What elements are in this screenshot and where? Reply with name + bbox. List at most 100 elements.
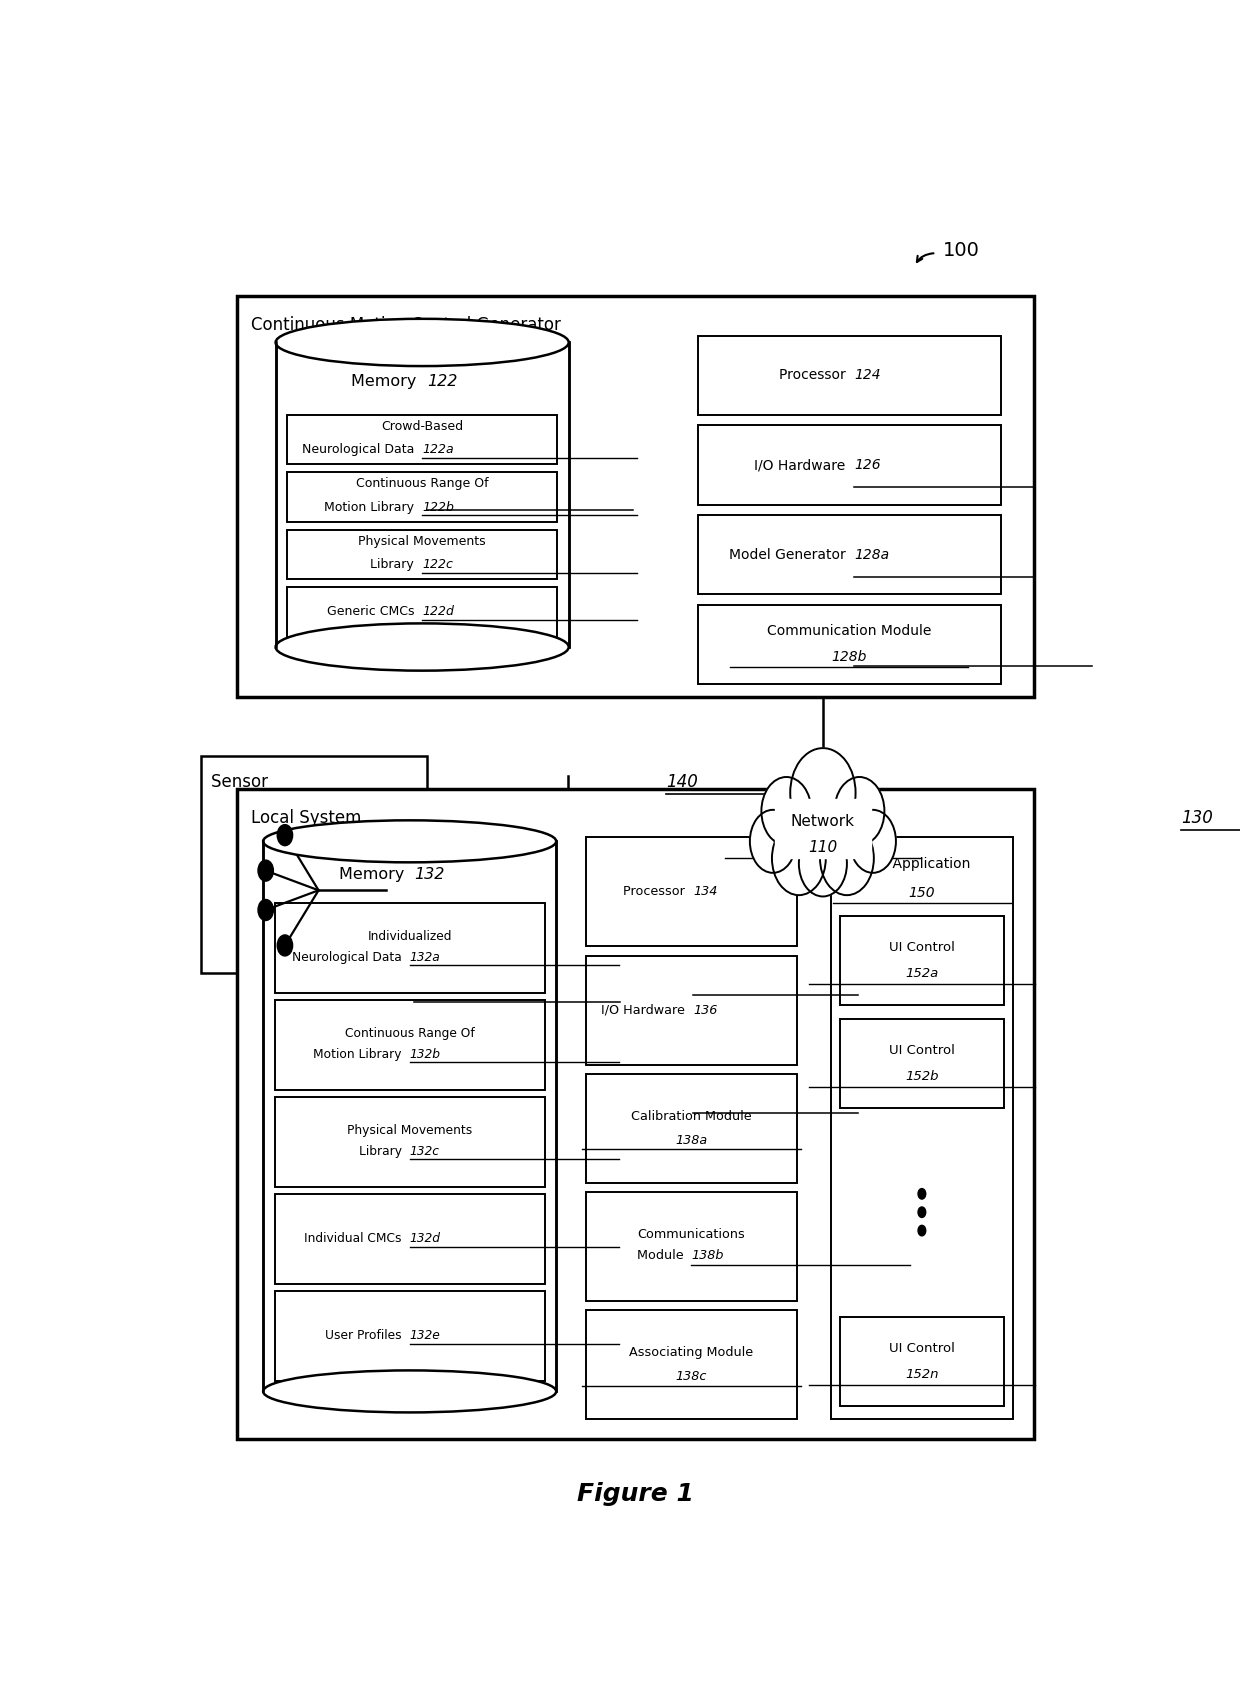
Text: Crowd-Based: Crowd-Based: [381, 419, 464, 433]
Text: I/O Hardware: I/O Hardware: [601, 1004, 693, 1016]
Text: Physical Movements: Physical Movements: [358, 535, 486, 547]
Text: 122d: 122d: [422, 605, 454, 619]
Text: 132b: 132b: [409, 1049, 440, 1061]
Text: I/O Hardware: I/O Hardware: [754, 459, 854, 472]
Text: UI Control: UI Control: [889, 941, 955, 955]
Text: Motion Library: Motion Library: [324, 501, 422, 513]
Circle shape: [799, 830, 847, 897]
Circle shape: [750, 810, 796, 873]
Text: Library: Library: [371, 558, 422, 571]
Bar: [841, 916, 1003, 1006]
Bar: [698, 515, 1001, 593]
Text: 138b: 138b: [691, 1250, 724, 1262]
Ellipse shape: [275, 624, 569, 670]
Text: 150: 150: [909, 885, 935, 900]
Text: Associating Module: Associating Module: [629, 1347, 754, 1359]
Bar: [841, 1316, 1003, 1407]
Bar: [237, 297, 1034, 697]
Text: Local System: Local System: [250, 808, 372, 827]
Bar: [841, 1018, 1003, 1108]
Bar: [274, 1291, 544, 1381]
Circle shape: [278, 825, 293, 846]
Bar: [274, 1096, 544, 1187]
Circle shape: [820, 822, 874, 895]
Text: Continuous Range Of: Continuous Range Of: [345, 1026, 475, 1040]
Text: Model Generator: Model Generator: [729, 547, 854, 561]
Text: 138a: 138a: [675, 1134, 707, 1146]
Text: 130: 130: [1182, 808, 1213, 827]
Circle shape: [761, 777, 811, 846]
Text: 152a: 152a: [905, 967, 939, 980]
Bar: [585, 1192, 797, 1301]
Text: 132: 132: [414, 866, 445, 881]
Circle shape: [790, 748, 856, 837]
Ellipse shape: [275, 319, 569, 367]
Circle shape: [278, 934, 293, 957]
Ellipse shape: [263, 1371, 557, 1412]
Text: 132c: 132c: [409, 1144, 440, 1158]
Circle shape: [258, 900, 273, 921]
Bar: [288, 472, 557, 522]
Text: 152b: 152b: [905, 1069, 939, 1083]
Text: UI Control: UI Control: [889, 1342, 955, 1354]
Text: Continuous Motion Control Generator: Continuous Motion Control Generator: [250, 317, 572, 334]
Text: 136: 136: [693, 1004, 718, 1016]
Bar: [585, 837, 797, 946]
Circle shape: [849, 810, 897, 873]
Bar: [274, 1194, 544, 1284]
Text: 124: 124: [854, 368, 880, 382]
Bar: [698, 426, 1001, 505]
Text: Network: Network: [791, 815, 854, 829]
Bar: [274, 904, 544, 994]
Text: Continuous Range Of: Continuous Range Of: [356, 477, 489, 491]
Circle shape: [773, 822, 826, 895]
Bar: [585, 1309, 797, 1419]
Text: Module: Module: [636, 1250, 691, 1262]
Text: Sensor: Sensor: [211, 774, 278, 791]
Text: 138c: 138c: [676, 1369, 707, 1383]
Bar: [831, 837, 1013, 1419]
Text: 134: 134: [693, 885, 718, 899]
Bar: [288, 530, 557, 580]
Text: Calibration Module: Calibration Module: [631, 1110, 751, 1124]
Circle shape: [918, 1188, 926, 1199]
Bar: [585, 955, 797, 1064]
Text: UI Control: UI Control: [889, 1043, 955, 1057]
Text: Communication Module: Communication Module: [768, 624, 931, 638]
Text: Physical Movements: Physical Movements: [347, 1124, 472, 1137]
Text: UI Application: UI Application: [874, 856, 970, 871]
Bar: [775, 800, 870, 858]
Text: Memory: Memory: [339, 866, 414, 881]
Text: Neurological Data: Neurological Data: [301, 443, 422, 457]
Text: 100: 100: [944, 240, 980, 261]
Text: Processor: Processor: [624, 885, 693, 899]
Text: Individualized: Individualized: [367, 929, 451, 943]
Text: Neurological Data: Neurological Data: [293, 951, 409, 963]
Bar: [201, 755, 427, 972]
Text: Communications: Communications: [637, 1228, 745, 1241]
Bar: [698, 605, 1001, 684]
Circle shape: [918, 1207, 926, 1217]
Text: 128a: 128a: [854, 547, 889, 561]
Bar: [288, 414, 557, 464]
Text: 140: 140: [666, 774, 698, 791]
Ellipse shape: [263, 820, 557, 863]
Text: User Profiles: User Profiles: [325, 1330, 409, 1342]
Bar: [585, 1074, 797, 1183]
Text: 128b: 128b: [832, 650, 867, 665]
Text: Memory: Memory: [351, 375, 427, 389]
Text: Processor: Processor: [779, 368, 854, 382]
Text: Figure 1: Figure 1: [577, 1482, 694, 1506]
Text: Individual CMCs: Individual CMCs: [304, 1233, 409, 1245]
Bar: [274, 999, 544, 1089]
Bar: [263, 841, 557, 1391]
Circle shape: [258, 859, 273, 881]
Circle shape: [835, 777, 884, 846]
Bar: [275, 343, 569, 646]
Text: 132a: 132a: [409, 951, 440, 963]
Text: 122c: 122c: [422, 558, 453, 571]
Text: 122a: 122a: [422, 443, 454, 457]
Text: 126: 126: [854, 459, 880, 472]
Text: 132d: 132d: [409, 1233, 440, 1245]
Bar: [237, 789, 1034, 1439]
